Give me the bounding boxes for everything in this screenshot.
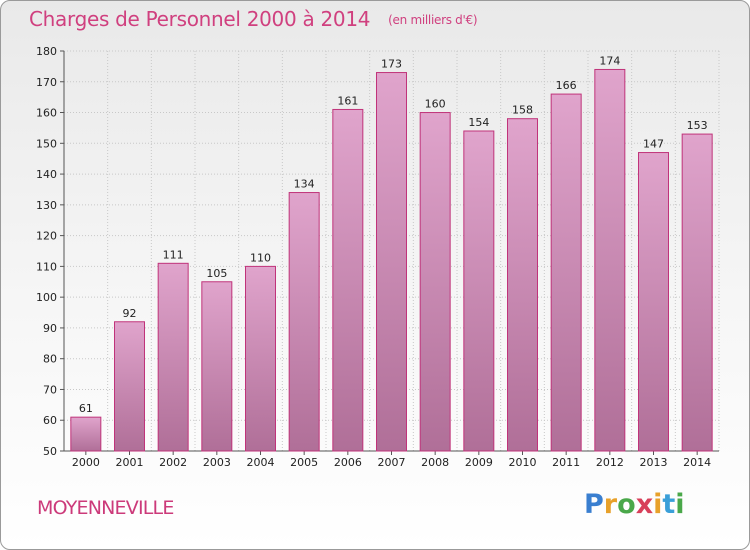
bar: [114, 321, 145, 452]
bar-value-label: 61: [79, 402, 93, 415]
bar-value-label: 92: [123, 307, 137, 320]
bar-value-label: 173: [381, 58, 402, 71]
logo-letter: i: [675, 489, 685, 520]
x-tick-label: 2006: [334, 456, 362, 469]
logo-letter: P: [584, 489, 604, 520]
bar-value-label: 134: [294, 178, 315, 191]
y-tick-label: 60: [43, 414, 57, 427]
chart-subtitle: (en milliers d'€): [388, 13, 478, 27]
bar: [550, 93, 582, 452]
x-tick-label: 2009: [465, 456, 493, 469]
x-tick-label: 2008: [421, 456, 449, 469]
x-tick-label: 2010: [509, 456, 537, 469]
bar-value-label: 105: [206, 267, 227, 280]
logo-letter: x: [635, 489, 654, 520]
y-tick-label: 180: [36, 45, 57, 58]
bar-value-label: 166: [556, 79, 577, 92]
x-tick-label: 2000: [72, 456, 100, 469]
x-tick-label: 2005: [290, 456, 318, 469]
bar: [419, 112, 451, 452]
y-tick-label: 90: [43, 322, 57, 335]
bar: [201, 281, 233, 452]
y-tick-label: 100: [36, 291, 57, 304]
bar: [463, 130, 495, 452]
y-tick-label: 120: [36, 230, 57, 243]
x-tick-label: 2001: [116, 456, 144, 469]
logo-letter: t: [662, 489, 676, 520]
bar-value-label: 161: [337, 94, 358, 107]
bar-value-label: 147: [643, 138, 664, 151]
y-tick-label: 70: [43, 383, 57, 396]
bar: [638, 152, 669, 452]
x-tick-label: 2014: [683, 456, 711, 469]
y-tick-label: 160: [36, 107, 57, 120]
bar: [376, 72, 407, 452]
bar-value-label: 154: [468, 116, 489, 129]
logo-letter: i: [653, 489, 663, 520]
y-tick-label: 170: [36, 76, 57, 89]
y-tick-label: 140: [36, 168, 57, 181]
bar: [507, 118, 538, 452]
axes: 50 60 70 80 90 100 110 120 130 140 150 160 170 180 200…: [36, 45, 719, 469]
bar: [245, 265, 276, 452]
bar: [594, 68, 626, 452]
bar: [681, 133, 713, 452]
bar-value-label: 111: [163, 248, 184, 261]
proxiti-logo: Proxiti: [584, 489, 685, 520]
bar-value-label: 174: [599, 54, 620, 67]
bar: [70, 416, 102, 452]
x-tick-label: 2012: [596, 456, 624, 469]
data-labels: 61 92 111 105 110 134 161 173 160 154 158 166 174 147…: [79, 54, 708, 415]
chart-title: Charges de Personnel 2000 à 2014 (en mill…: [29, 7, 478, 31]
bar-value-label: 158: [512, 104, 533, 117]
y-tick-label: 110: [36, 260, 57, 273]
bar: [157, 262, 189, 452]
y-tick-label: 150: [36, 137, 57, 150]
x-tick-label: 2011: [552, 456, 580, 469]
bar: [288, 192, 320, 452]
x-tick-label: 2013: [640, 456, 668, 469]
logo-letter: r: [603, 489, 618, 520]
bars: [70, 68, 713, 452]
bar-value-label: 153: [687, 119, 708, 132]
x-tick-label: 2004: [247, 456, 275, 469]
commune-name: MOYENNEVILLE: [37, 497, 174, 519]
x-tick-label: 2007: [378, 456, 406, 469]
logo-letter: o: [617, 489, 636, 520]
y-tick-label: 50: [43, 445, 57, 458]
bar-value-label: 110: [250, 251, 271, 264]
x-tick-label: 2003: [203, 456, 231, 469]
y-tick-label: 130: [36, 199, 57, 212]
bar: [332, 108, 364, 452]
x-tick-label: 2002: [159, 456, 187, 469]
chart-title-text: Charges de Personnel 2000 à 2014: [29, 7, 371, 31]
y-tick-label: 80: [43, 353, 57, 366]
bar-value-label: 160: [425, 98, 446, 111]
